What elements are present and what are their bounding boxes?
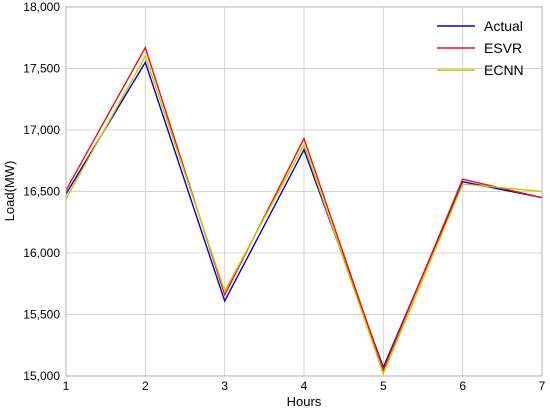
data-point-esvr — [462, 178, 464, 180]
data-point-esvr — [224, 294, 226, 296]
x-tick-label: 7 — [539, 379, 546, 393]
y-tick-label: 18,000 — [23, 0, 60, 14]
legend: Actual ESVR ECNN — [437, 18, 524, 78]
x-axis-label: Hours — [287, 394, 322, 409]
x-tick-label: 3 — [221, 379, 228, 393]
y-tick-label: 16,000 — [23, 246, 60, 260]
data-point-ecnn — [382, 372, 384, 375]
plot-frame — [65, 6, 543, 377]
y-tick-label: 17,000 — [23, 123, 60, 137]
y-tick-label: 15,000 — [23, 369, 60, 383]
grid-lines — [66, 7, 542, 376]
y-tick-label: 17,500 — [23, 62, 60, 76]
x-tick-label: 5 — [380, 379, 387, 393]
data-point-ecnn — [462, 183, 464, 185]
data-point-actual — [303, 149, 305, 151]
data-point-esvr — [382, 369, 384, 371]
x-tick-label: 1 — [63, 379, 70, 393]
series-lines — [65, 45, 543, 376]
y-tick-label: 16,500 — [23, 185, 60, 199]
legend-label-esvr: ESVR — [484, 40, 522, 56]
tick-labels: 15,000 15,500 16,000 16,500 17,000 17,500 18,0… — [23, 0, 545, 393]
y-tick-label: 15,500 — [23, 308, 60, 322]
data-point-ecnn — [303, 144, 305, 146]
y-axis-label: Load(MW) — [2, 161, 17, 222]
data-point-ecnn — [144, 55, 146, 57]
data-point-esvr — [144, 46, 146, 49]
data-point-actual — [224, 300, 226, 302]
x-tick-label: 4 — [301, 379, 308, 393]
data-point-esvr — [303, 138, 305, 140]
x-tick-label: 6 — [459, 379, 466, 393]
data-point-ecnn — [224, 290, 226, 292]
data-point-actual — [144, 61, 146, 63]
legend-label-actual: Actual — [484, 18, 523, 34]
legend-label-ecnn: ECNN — [484, 62, 524, 78]
x-tick-label: 2 — [142, 379, 149, 393]
